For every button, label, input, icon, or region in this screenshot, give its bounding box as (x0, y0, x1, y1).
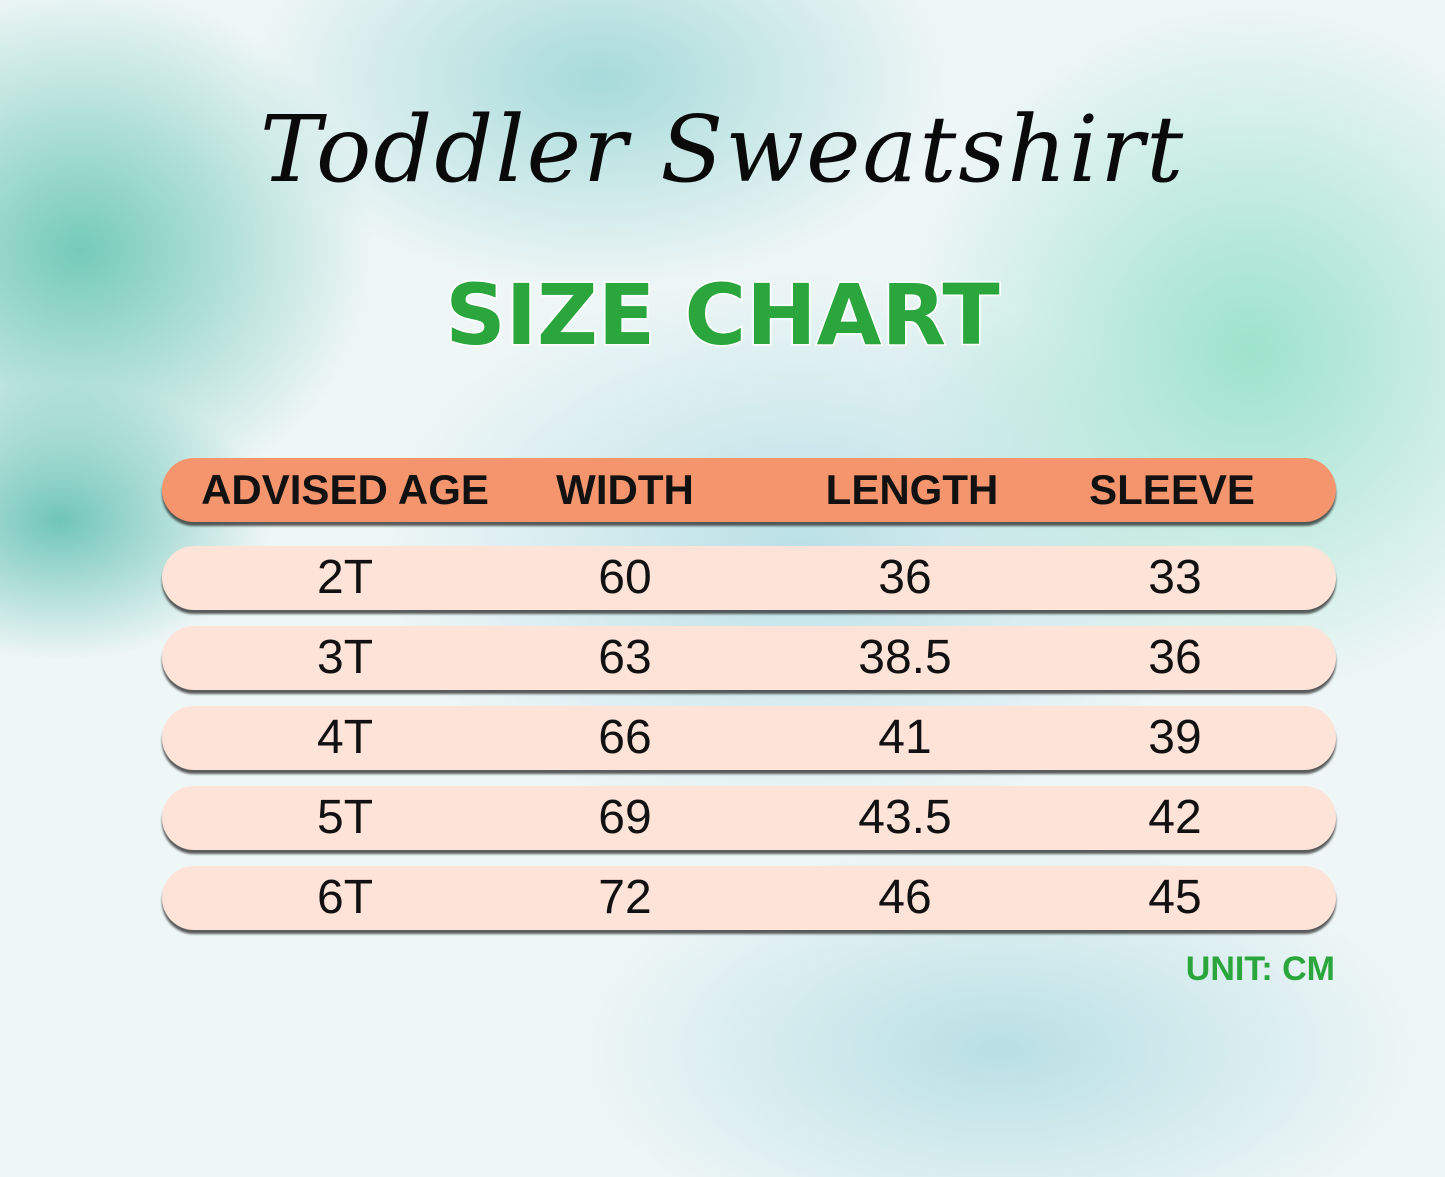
table-row: 2T 60 36 33 (162, 546, 1336, 610)
column-header: ADVISED AGE (201, 466, 489, 513)
table-cell: 36 (878, 551, 932, 604)
table-row: 4T 66 41 39 (162, 706, 1336, 770)
table-row: 3T 63 38.5 36 (162, 626, 1336, 690)
table-cell: 5T (316, 791, 374, 844)
title: Toddler Sweatshirt (259, 96, 1186, 203)
table-cell: 46 (878, 871, 932, 924)
table-cell: 36 (1148, 631, 1202, 684)
table-cell: 63 (598, 631, 652, 684)
table-cell: 41 (878, 711, 932, 764)
table-cell: 72 (598, 871, 652, 924)
table-cell: 42 (1148, 791, 1202, 844)
table-row: 6T 72 46 45 (162, 866, 1336, 930)
unit-label: UNIT: CM (1185, 950, 1335, 988)
column-header: WIDTH (556, 466, 694, 513)
table-cell: 45 (1148, 871, 1202, 924)
table-header: ADVISED AGE WIDTH LENGTH SLEEVE (162, 458, 1336, 522)
table-cell: 66 (598, 711, 652, 764)
table-cell: 69 (598, 791, 652, 844)
column-header: LENGTH (825, 466, 999, 513)
table-cell: 6T (316, 871, 374, 924)
table-cell: 2T (316, 551, 374, 604)
table-row: 5T 69 43.5 42 (162, 786, 1336, 850)
table-cell: 38.5 (858, 631, 952, 684)
table-cell: 4T (316, 711, 374, 764)
subtitle: SIZE CHART (444, 265, 1001, 366)
table-cell: 39 (1148, 711, 1202, 764)
column-header: SLEEVE (1089, 466, 1255, 513)
table-cell: 60 (598, 551, 652, 604)
table-cell: 33 (1148, 551, 1202, 604)
table-cell: 43.5 (858, 791, 952, 844)
table-cell: 3T (316, 631, 374, 684)
